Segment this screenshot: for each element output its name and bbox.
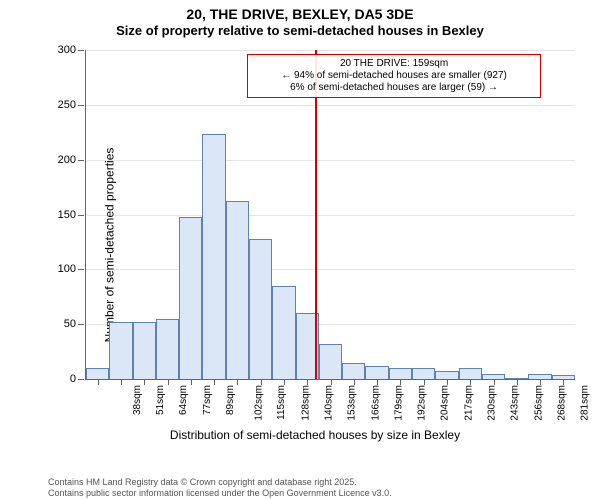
gridline bbox=[86, 269, 575, 270]
y-tick-label: 100 bbox=[58, 263, 76, 275]
histogram-bar bbox=[249, 239, 272, 379]
histogram-bar bbox=[226, 201, 249, 379]
x-tick bbox=[400, 379, 401, 385]
annotation-line: 20 THE DRIVE: 159sqm bbox=[254, 58, 533, 70]
y-tick bbox=[78, 160, 84, 161]
gridline bbox=[86, 50, 575, 51]
histogram-bar bbox=[389, 368, 412, 379]
x-tick-label: 77sqm bbox=[202, 385, 213, 415]
x-tick-label: 256sqm bbox=[533, 385, 544, 421]
histogram-bar bbox=[342, 363, 365, 379]
x-tick bbox=[237, 379, 238, 385]
y-tick-label: 0 bbox=[70, 373, 76, 385]
annotation-line: 6% of semi-detached houses are larger (5… bbox=[254, 82, 533, 94]
x-tick bbox=[98, 379, 99, 385]
y-tick-label: 150 bbox=[58, 209, 76, 221]
x-tick bbox=[191, 379, 192, 385]
x-tick bbox=[377, 379, 378, 385]
y-tick-label: 200 bbox=[58, 154, 76, 166]
x-tick-label: 268sqm bbox=[556, 385, 567, 421]
x-tick-label: 102sqm bbox=[254, 385, 265, 421]
histogram-bar bbox=[86, 368, 109, 379]
x-tick bbox=[517, 379, 518, 385]
attribution-footer: Contains HM Land Registry data © Crown c… bbox=[48, 477, 392, 498]
x-tick bbox=[470, 379, 471, 385]
x-tick bbox=[540, 379, 541, 385]
y-tick-label: 250 bbox=[58, 99, 76, 111]
x-tick bbox=[307, 379, 308, 385]
histogram-bar bbox=[156, 319, 179, 379]
y-tick bbox=[78, 50, 84, 51]
footer-line2: Contains public sector information licen… bbox=[48, 488, 392, 498]
histogram-bar bbox=[109, 322, 132, 379]
histogram-bar bbox=[435, 371, 458, 379]
y-tick bbox=[78, 269, 84, 270]
x-tick-label: 192sqm bbox=[417, 385, 428, 421]
chart-title-line1: 20, THE DRIVE, BEXLEY, DA5 3DE bbox=[0, 6, 600, 22]
y-tick bbox=[78, 105, 84, 106]
annotation-box: 20 THE DRIVE: 159sqm← 94% of semi-detach… bbox=[247, 54, 540, 98]
y-tick bbox=[78, 324, 84, 325]
gridline bbox=[86, 105, 575, 106]
x-tick-label: 204sqm bbox=[440, 385, 451, 421]
x-tick bbox=[144, 379, 145, 385]
histogram-bar bbox=[202, 134, 225, 379]
x-tick bbox=[354, 379, 355, 385]
gridline bbox=[86, 160, 575, 161]
histogram-bar bbox=[133, 322, 156, 379]
x-tick-label: 38sqm bbox=[132, 385, 143, 415]
x-tick bbox=[563, 379, 564, 385]
y-tick-label: 50 bbox=[64, 318, 76, 330]
x-tick-label: 128sqm bbox=[300, 385, 311, 421]
x-tick-label: 217sqm bbox=[463, 385, 474, 421]
x-axis-label: Distribution of semi-detached houses by … bbox=[50, 428, 580, 442]
x-tick-label: 115sqm bbox=[276, 385, 287, 420]
x-tick bbox=[284, 379, 285, 385]
plot-area: 05010015020025030038sqm51sqm64sqm77sqm89… bbox=[85, 50, 575, 380]
x-tick-label: 166sqm bbox=[370, 385, 381, 421]
x-tick bbox=[121, 379, 122, 385]
x-tick-label: 153sqm bbox=[347, 385, 358, 421]
y-tick bbox=[78, 379, 84, 380]
histogram-bar bbox=[412, 368, 435, 379]
x-tick-label: 64sqm bbox=[178, 385, 189, 415]
x-tick-label: 140sqm bbox=[324, 385, 335, 421]
y-tick bbox=[78, 215, 84, 216]
footer-line1: Contains HM Land Registry data © Crown c… bbox=[48, 477, 392, 487]
x-tick-label: 243sqm bbox=[510, 385, 521, 421]
chart-title-block: 20, THE DRIVE, BEXLEY, DA5 3DE Size of p… bbox=[0, 0, 600, 38]
x-tick-label: 230sqm bbox=[487, 385, 498, 421]
histogram-bar bbox=[365, 366, 388, 379]
x-tick bbox=[447, 379, 448, 385]
x-tick bbox=[214, 379, 215, 385]
property-marker-line bbox=[315, 50, 317, 379]
annotation-line: ← 94% of semi-detached houses are smalle… bbox=[254, 70, 533, 82]
x-tick bbox=[261, 379, 262, 385]
x-tick-label: 281sqm bbox=[580, 385, 591, 421]
x-tick bbox=[331, 379, 332, 385]
plot-wrap: Number of semi-detached properties 05010… bbox=[50, 50, 580, 440]
y-tick-label: 300 bbox=[58, 44, 76, 56]
histogram-bar bbox=[319, 344, 342, 379]
x-tick bbox=[424, 379, 425, 385]
x-tick bbox=[494, 379, 495, 385]
x-tick-label: 89sqm bbox=[225, 385, 236, 415]
gridline bbox=[86, 215, 575, 216]
histogram-bar bbox=[459, 368, 482, 379]
x-tick-label: 179sqm bbox=[393, 385, 404, 421]
histogram-bar bbox=[272, 286, 295, 379]
x-tick bbox=[168, 379, 169, 385]
x-tick-label: 51sqm bbox=[155, 385, 166, 415]
chart-title-line2: Size of property relative to semi-detach… bbox=[0, 23, 600, 38]
histogram-bar bbox=[179, 217, 202, 379]
